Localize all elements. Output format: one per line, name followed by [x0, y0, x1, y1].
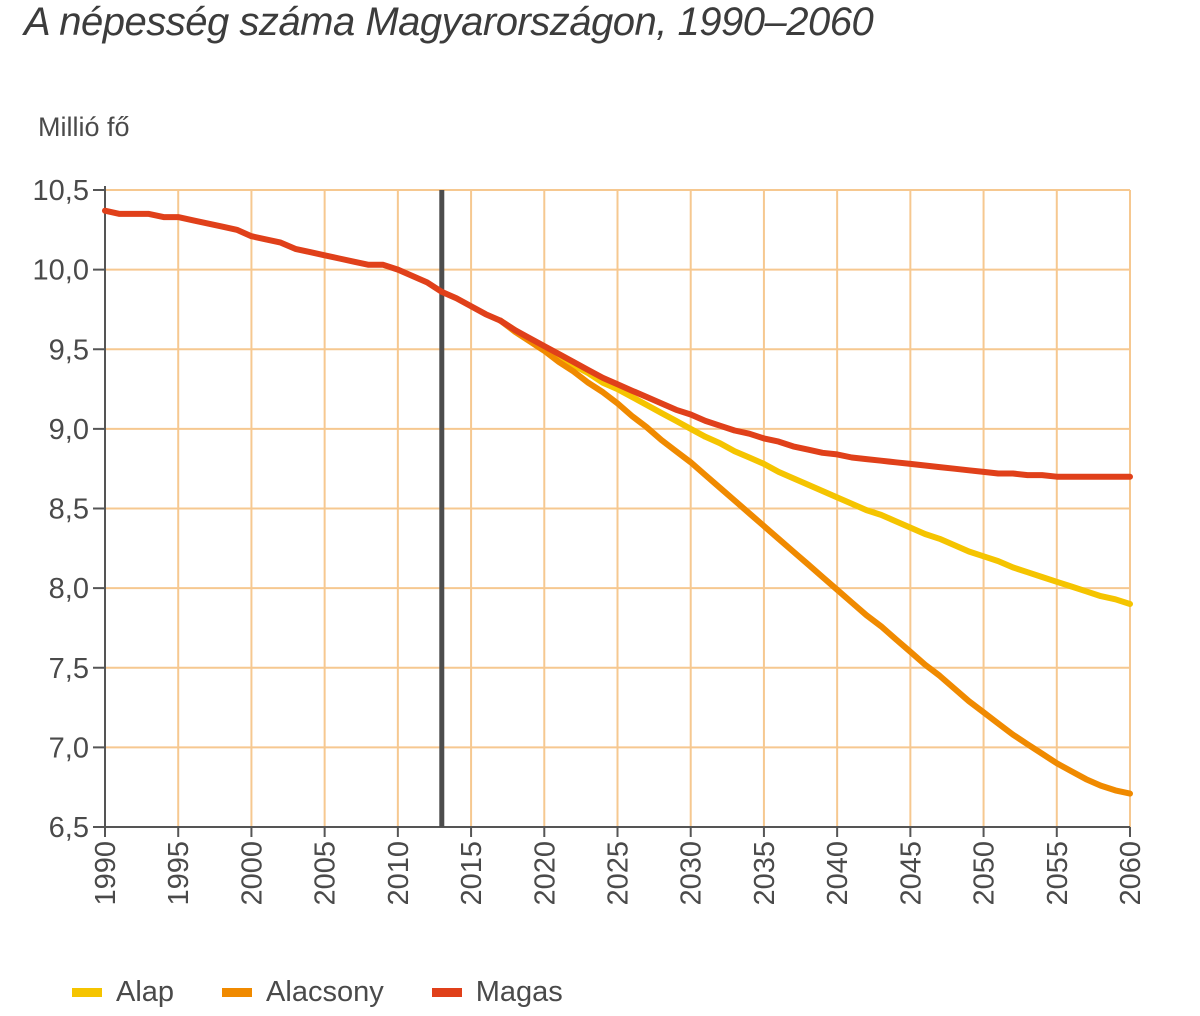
x-tick-label: 2040 [822, 841, 854, 906]
x-tick-label: 2010 [383, 841, 415, 906]
y-tick-label: 7,5 [49, 653, 89, 685]
legend-item-magas: Magas [431, 976, 563, 1009]
y-tick-label: 7,0 [49, 732, 89, 764]
legend-swatch-alacsony [222, 988, 253, 997]
x-tick-label: 2025 [603, 841, 635, 906]
y-tick-label: 8,0 [49, 573, 89, 605]
grid-lines [105, 189, 1131, 827]
y-axis-unit-label: Millió fő [38, 112, 130, 142]
data-lines [102, 207, 1133, 797]
x-tick-label: 2020 [529, 841, 561, 906]
x-tick-label: 2050 [969, 841, 1001, 906]
legend-swatch-magas [431, 988, 462, 997]
legend-item-alacsony: Alacsony [222, 976, 384, 1009]
series-line-magas [497, 317, 1133, 480]
x-tick-label: 2045 [895, 841, 927, 906]
x-tick-label: 2015 [456, 841, 488, 906]
x-tick-label: 2055 [1042, 841, 1074, 906]
line-chart: 6,5 7,0 7,5 8,0 8,5 9,0 9,5 10,0 10,5 1990 1995 200… [33, 175, 1147, 906]
x-tick-label: 1995 [163, 841, 195, 906]
x-tick-label: 2030 [676, 841, 708, 906]
axes [93, 186, 1131, 837]
y-tick-label: 9,0 [49, 414, 89, 446]
y-tick-label: 9,5 [49, 334, 89, 366]
series-line-alap [497, 317, 1133, 607]
x-tick-label: 2060 [1115, 841, 1147, 906]
legend-label-alap: Alap [116, 976, 175, 1008]
legend-swatch-alap [72, 988, 102, 997]
tick-labels: 6,5 7,0 7,5 8,0 8,5 9,0 9,5 10,0 10,5 1990 1995 200… [33, 175, 1147, 906]
legend-item-alap: Alap [72, 976, 174, 1009]
chart-title: A népesség száma Magyarországon, 1990–20… [24, 0, 874, 44]
legend-label-alacsony: Alacsony [266, 976, 384, 1008]
x-tick-label: 2005 [310, 841, 342, 906]
y-tick-label: 10,5 [33, 175, 89, 207]
x-tick-label: 1990 [90, 841, 122, 906]
x-tick-label: 2000 [236, 841, 268, 906]
y-tick-label: 6,5 [49, 812, 89, 844]
legend: Alap Alacsony Magas [72, 976, 611, 1009]
series-line-alacsony [497, 317, 1133, 797]
y-tick-label: 8,5 [49, 494, 89, 526]
legend-label-magas: Magas [475, 976, 563, 1008]
history-line [102, 207, 504, 324]
y-tick-label: 10,0 [33, 255, 89, 287]
x-tick-label: 2035 [749, 841, 781, 906]
